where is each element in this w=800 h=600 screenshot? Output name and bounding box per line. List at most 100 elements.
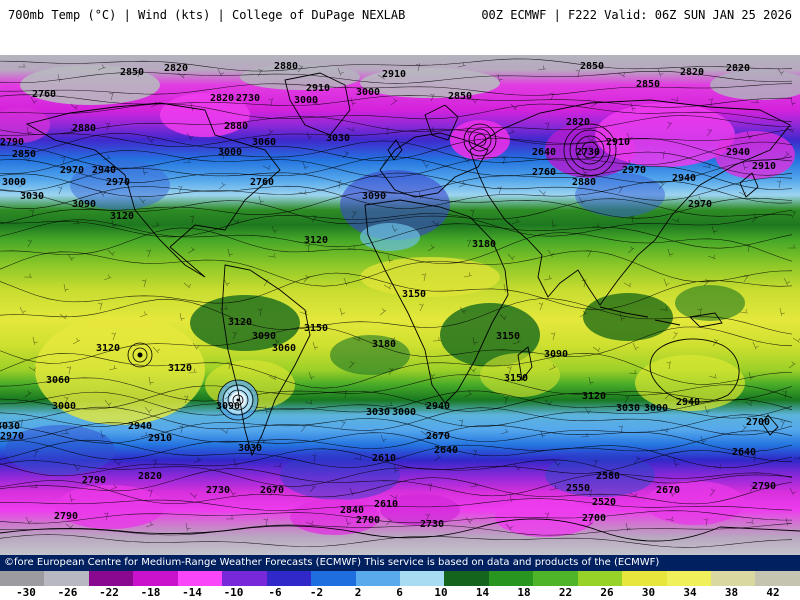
- contour-label: 3120: [167, 363, 193, 374]
- contour-label: 2880: [71, 123, 97, 134]
- contour-label: 2910: [147, 433, 173, 444]
- colorbar-tick: 34: [683, 586, 697, 599]
- contour-label: 3000: [355, 87, 381, 98]
- contour-label: 2970: [0, 431, 25, 442]
- contour-label: 2520: [591, 497, 617, 508]
- colorbar-segment: [755, 571, 800, 586]
- colorbar-tick: 14: [475, 586, 490, 599]
- model-run-info: 00Z ECMWF | F222 Valid: 06Z SUN JAN 25 2…: [481, 8, 792, 22]
- contour-label: 2970: [59, 165, 85, 176]
- colorbar-segment: [266, 571, 312, 586]
- contour-label: 3180: [471, 239, 497, 250]
- contour-label: 2700: [581, 513, 607, 524]
- contour-label: 2580: [595, 471, 621, 482]
- product-title: 700mb Temp (°C) | Wind (kts) | College o…: [8, 8, 406, 22]
- contour-label: 3060: [271, 343, 297, 354]
- height-contour-lines: [0, 58, 793, 548]
- contour-label: 2820: [679, 67, 705, 78]
- contour-label: 3030: [325, 133, 351, 144]
- contour-label: 2910: [305, 83, 331, 94]
- map-graphic: [0, 55, 800, 555]
- contour-label: 3120: [581, 391, 607, 402]
- colorbar-segment: [533, 571, 578, 586]
- contour-label: 2760: [249, 177, 275, 188]
- contour-label: 2670: [259, 485, 285, 496]
- contour-label: 2730: [575, 147, 601, 158]
- contour-label: 3120: [227, 317, 253, 328]
- contour-label: 3090: [71, 199, 97, 210]
- colorbar-tick: 10: [434, 586, 448, 599]
- contour-label: 2730: [235, 93, 261, 104]
- colorbar-tick: 6: [396, 586, 403, 599]
- colorbar-tick-labels: -30 -26 -22 -18 -14 -10 -6 -2 2 6 10 14 18 22 26 30 34 38…: [0, 586, 800, 600]
- colorbar-tick: 26: [600, 586, 614, 599]
- contour-label: 3120: [109, 211, 135, 222]
- attribution-text: ©fore European Centre for Medium-Range W…: [4, 557, 660, 568]
- temperature-colorbar: [0, 571, 800, 586]
- contour-label: 2970: [687, 199, 713, 210]
- colorbar-tick: 2: [354, 586, 362, 599]
- colorbar-tick: 38: [724, 586, 739, 599]
- contour-label: 2940: [671, 173, 697, 184]
- contour-label: 2820: [137, 471, 163, 482]
- contour-label: 2640: [731, 447, 757, 458]
- attribution-bar: ©fore European Centre for Medium-Range W…: [0, 555, 800, 571]
- contour-label: 2970: [621, 165, 647, 176]
- contour-label: 3090: [215, 401, 241, 412]
- colorbar-tick: 22: [558, 586, 573, 599]
- contour-label: 2840: [339, 505, 365, 516]
- contour-label: 2790: [0, 137, 25, 148]
- contour-label: 2850: [447, 91, 473, 102]
- contour-label: 3150: [401, 289, 427, 300]
- colorbar-segment: [399, 571, 445, 586]
- contour-label: 2640: [433, 445, 459, 456]
- contour-label: 2820: [209, 93, 235, 104]
- contour-label: 2670: [425, 431, 451, 442]
- contour-label: 3000: [391, 407, 417, 418]
- contour-label: 3030: [237, 443, 263, 454]
- colorbar-tick: -2: [309, 586, 324, 599]
- contour-label: 3090: [543, 349, 569, 360]
- contour-label: 2940: [725, 147, 751, 158]
- contour-label: 3030: [0, 421, 21, 432]
- colorbar-segment: [622, 571, 667, 586]
- contour-label: 3060: [251, 137, 277, 148]
- contour-label: 2760: [31, 89, 57, 100]
- contour-label: 2790: [53, 511, 79, 522]
- colorbar-segment: [44, 571, 89, 586]
- contour-label: 3000: [1, 177, 27, 188]
- coastlines: [0, 72, 800, 542]
- colorbar-tick: -30: [16, 586, 36, 599]
- contour-label: 3180: [371, 339, 397, 350]
- contour-label: 3030: [365, 407, 391, 418]
- title-bar: 700mb Temp (°C) | Wind (kts) | College o…: [0, 0, 800, 30]
- colorbar-tick: -14: [182, 586, 202, 599]
- contour-label: 2610: [371, 453, 397, 464]
- contour-label: 3030: [615, 403, 641, 414]
- contour-label: 3120: [95, 343, 121, 354]
- contour-label: 2850: [119, 67, 145, 78]
- contour-label: 2550: [565, 483, 591, 494]
- contour-label: 3150: [495, 331, 521, 342]
- wind-barbs: [18, 62, 800, 531]
- contour-label: 2820: [565, 117, 591, 128]
- contour-label: 2880: [273, 61, 299, 72]
- colorbar-segment: [444, 571, 489, 586]
- colorbar-tick: -18: [140, 586, 161, 599]
- contour-label: 2610: [373, 499, 399, 510]
- contour-label: 3120: [303, 235, 329, 246]
- colorbar-segment: [177, 571, 223, 586]
- colorbar-segment: [711, 571, 756, 586]
- colorbar-tick: 18: [517, 586, 531, 599]
- contour-label: 2820: [725, 63, 751, 74]
- contour-label: 3150: [503, 373, 529, 384]
- contour-label: 2910: [751, 161, 777, 172]
- colorbar-tick: -10: [223, 586, 244, 599]
- colorbar-tick: -22: [99, 586, 119, 599]
- colorbar-segment: [577, 571, 623, 586]
- colorbar-tick: -26: [57, 586, 78, 599]
- colorbar-segment: [0, 571, 45, 586]
- contour-label: 2850: [635, 79, 661, 90]
- colorbar-tick: 42: [766, 586, 780, 599]
